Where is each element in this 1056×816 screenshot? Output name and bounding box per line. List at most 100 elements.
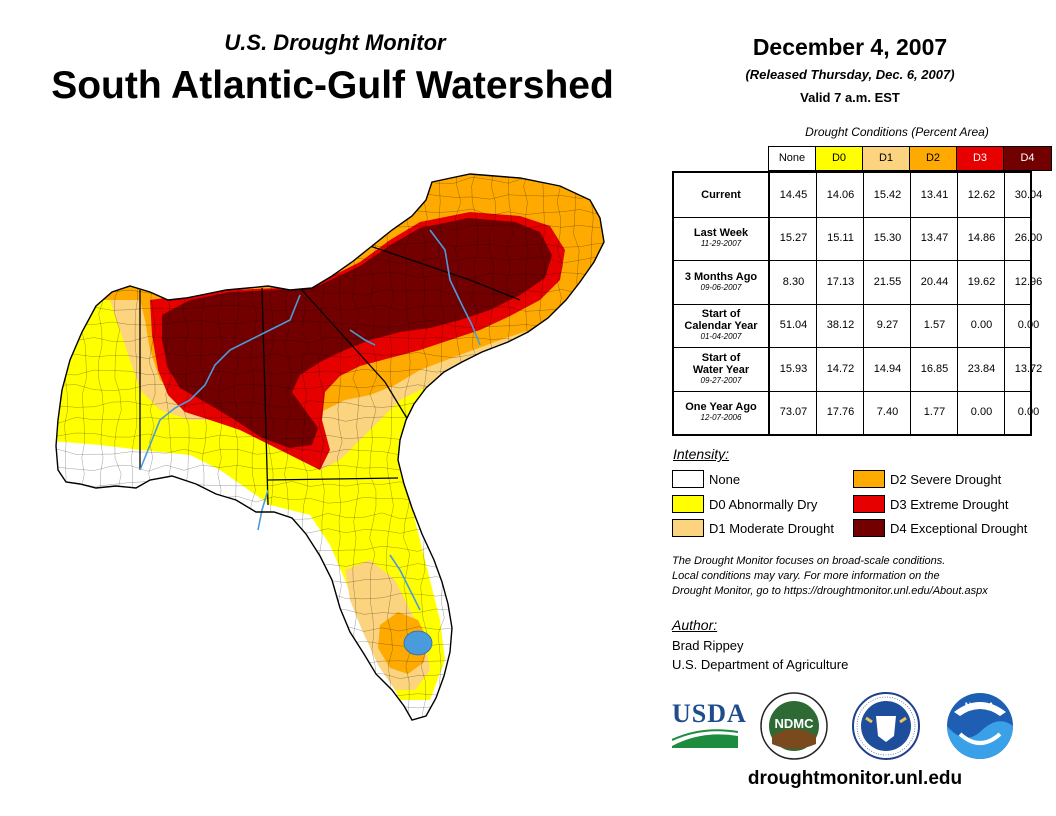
table-row: One Year Ago 12-07-2006 73.07 17.76 7.40 1.77… [674,390,1039,434]
legend-swatch [672,519,704,537]
legend-swatch [853,470,885,488]
row-divider [674,216,1030,218]
info-note-line: Local conditions may vary. For more info… [672,570,940,582]
noaa-seal-icon [947,693,1013,759]
website-url[interactable]: droughtmonitor.unl.edu [747,768,963,789]
row-date: 12-07-2006 [700,413,742,423]
value-cell: 23.84 [967,362,996,375]
county-line [56,176,604,184]
value-cell: 7.40 [876,406,899,419]
value-cell: 14.72 [826,362,855,375]
valid-time: Valid 7 a.m. EST [800,90,900,105]
county-line [40,721,652,728]
county-line [56,672,604,680]
value-cell: 26.00 [1014,232,1043,245]
column-divider [816,173,817,434]
lake-okeechobee [403,630,433,656]
legend-label: None [709,472,741,487]
row-label-main: Start of [701,308,741,321]
legend-label: D1 Moderate Drought [709,521,835,536]
usda-logo: USDA [671,699,747,750]
value-cell: 14.86 [967,232,996,245]
commerce-seal-icon [852,692,920,760]
row-label: Start of Water Year 09-27-2007 [674,347,770,391]
value-cell: 0.00 [970,406,993,419]
value-cell: 9.27 [876,319,899,332]
county-line [56,656,604,664]
legend: None D0 Abnormally Dry D1 Moderate Drought… [672,470,1042,540]
value-cell: 15.42 [873,188,902,201]
county-line [369,174,377,720]
row-label: Current [674,173,770,217]
legend-item: D0 Abnormally Dry [672,495,852,515]
row-label-main: Current [701,188,741,201]
table-title: Drought Conditions (Percent Area) [805,125,989,139]
column-divider [863,173,864,434]
value-cell: 14.06 [826,188,855,201]
legend-swatch [853,519,885,537]
row-label-main: Water Year [692,363,750,376]
value-cell: 12.96 [1014,275,1043,288]
value-cell: 38.12 [826,319,855,332]
county-line [608,170,615,730]
value-cell: 19.62 [967,275,996,288]
value-cell: 16.85 [920,362,949,375]
map-date: December 4, 2007 [752,34,948,60]
column-header-d3: D3 [956,146,1004,171]
legend-item: D2 Severe Drought [853,470,1033,490]
row-divider [674,347,1030,348]
zone-d4 [162,218,552,448]
usda-logo-swoosh [671,729,739,748]
table-body: Current 14.45 14.06 15.42 13.41 12.62 30.04 Las… [672,171,1042,436]
legend-label: D4 Exceptional Drought [890,521,1028,536]
county-line [56,704,604,712]
author-name: Brad Rippey [672,638,744,653]
value-cell: 14.45 [779,188,808,201]
row-label-main: 3 Months Ago [684,270,758,283]
value-cell: 14.94 [873,362,902,375]
value-cell: 13.72 [1014,362,1043,375]
rivers [139,229,481,611]
state-borders [139,245,521,506]
noaa-logo-text: NOAA [964,701,996,711]
row-label: Last Week 11-29-2007 [674,216,770,260]
legend-item: D3 Extreme Drought [853,495,1033,515]
legend-title: Intensity: [673,446,730,462]
legend-swatch [853,495,885,513]
row-label: One Year Ago 12-07-2006 [674,390,770,434]
commerce-seal-logo [852,692,920,760]
county-line [56,624,604,632]
value-cell: 0.00 [1017,406,1040,419]
row-date: 11-29-2007 [700,239,742,249]
row-label-main: Calendar Year [684,320,758,333]
legend-label: D2 Severe Drought [890,472,1002,487]
value-cell: 13.47 [920,232,949,245]
column-divider [957,173,958,434]
usda-logo-text: USDA [672,699,747,728]
row-label-main: Last Week [693,227,749,240]
value-cell: 13.41 [920,188,949,201]
info-note-line: Drought Monitor, go to https://droughtmo… [672,585,988,597]
ndmc-logo-text: NDMC [774,716,814,731]
value-cell: 15.93 [779,362,808,375]
row-divider [674,260,1030,261]
info-note-line: The Drought Monitor focuses on broad-sca… [672,555,946,567]
release-date: (Released Thursday, Dec. 6, 2007) [745,67,955,82]
county-line [56,640,604,648]
value-cell: 15.27 [779,232,808,245]
value-cell: 0.00 [970,319,993,332]
column-header-d1: D1 [862,146,910,171]
county-line [625,170,632,730]
row-date: 09-06-2007 [700,282,742,292]
table-row: 3 Months Ago 09-06-2007 8.30 17.13 21.55 20.4… [674,260,1042,304]
county-line [56,304,604,312]
row-label: Start of Calendar Year 01-04-2007 [674,303,770,347]
table-row: Current 14.45 14.06 15.42 13.41 12.62 30.04 [674,173,1042,217]
county-line [56,688,604,696]
row-divider [674,390,1030,392]
author-organization: U.S. Department of Agriculture [672,657,849,672]
legend-label: D3 Extreme Drought [890,497,1009,512]
table-row: Last Week 11-29-2007 15.27 15.11 15.30 13.47 1… [674,216,1042,260]
value-cell: 1.57 [923,319,946,332]
row-divider [674,303,1030,305]
